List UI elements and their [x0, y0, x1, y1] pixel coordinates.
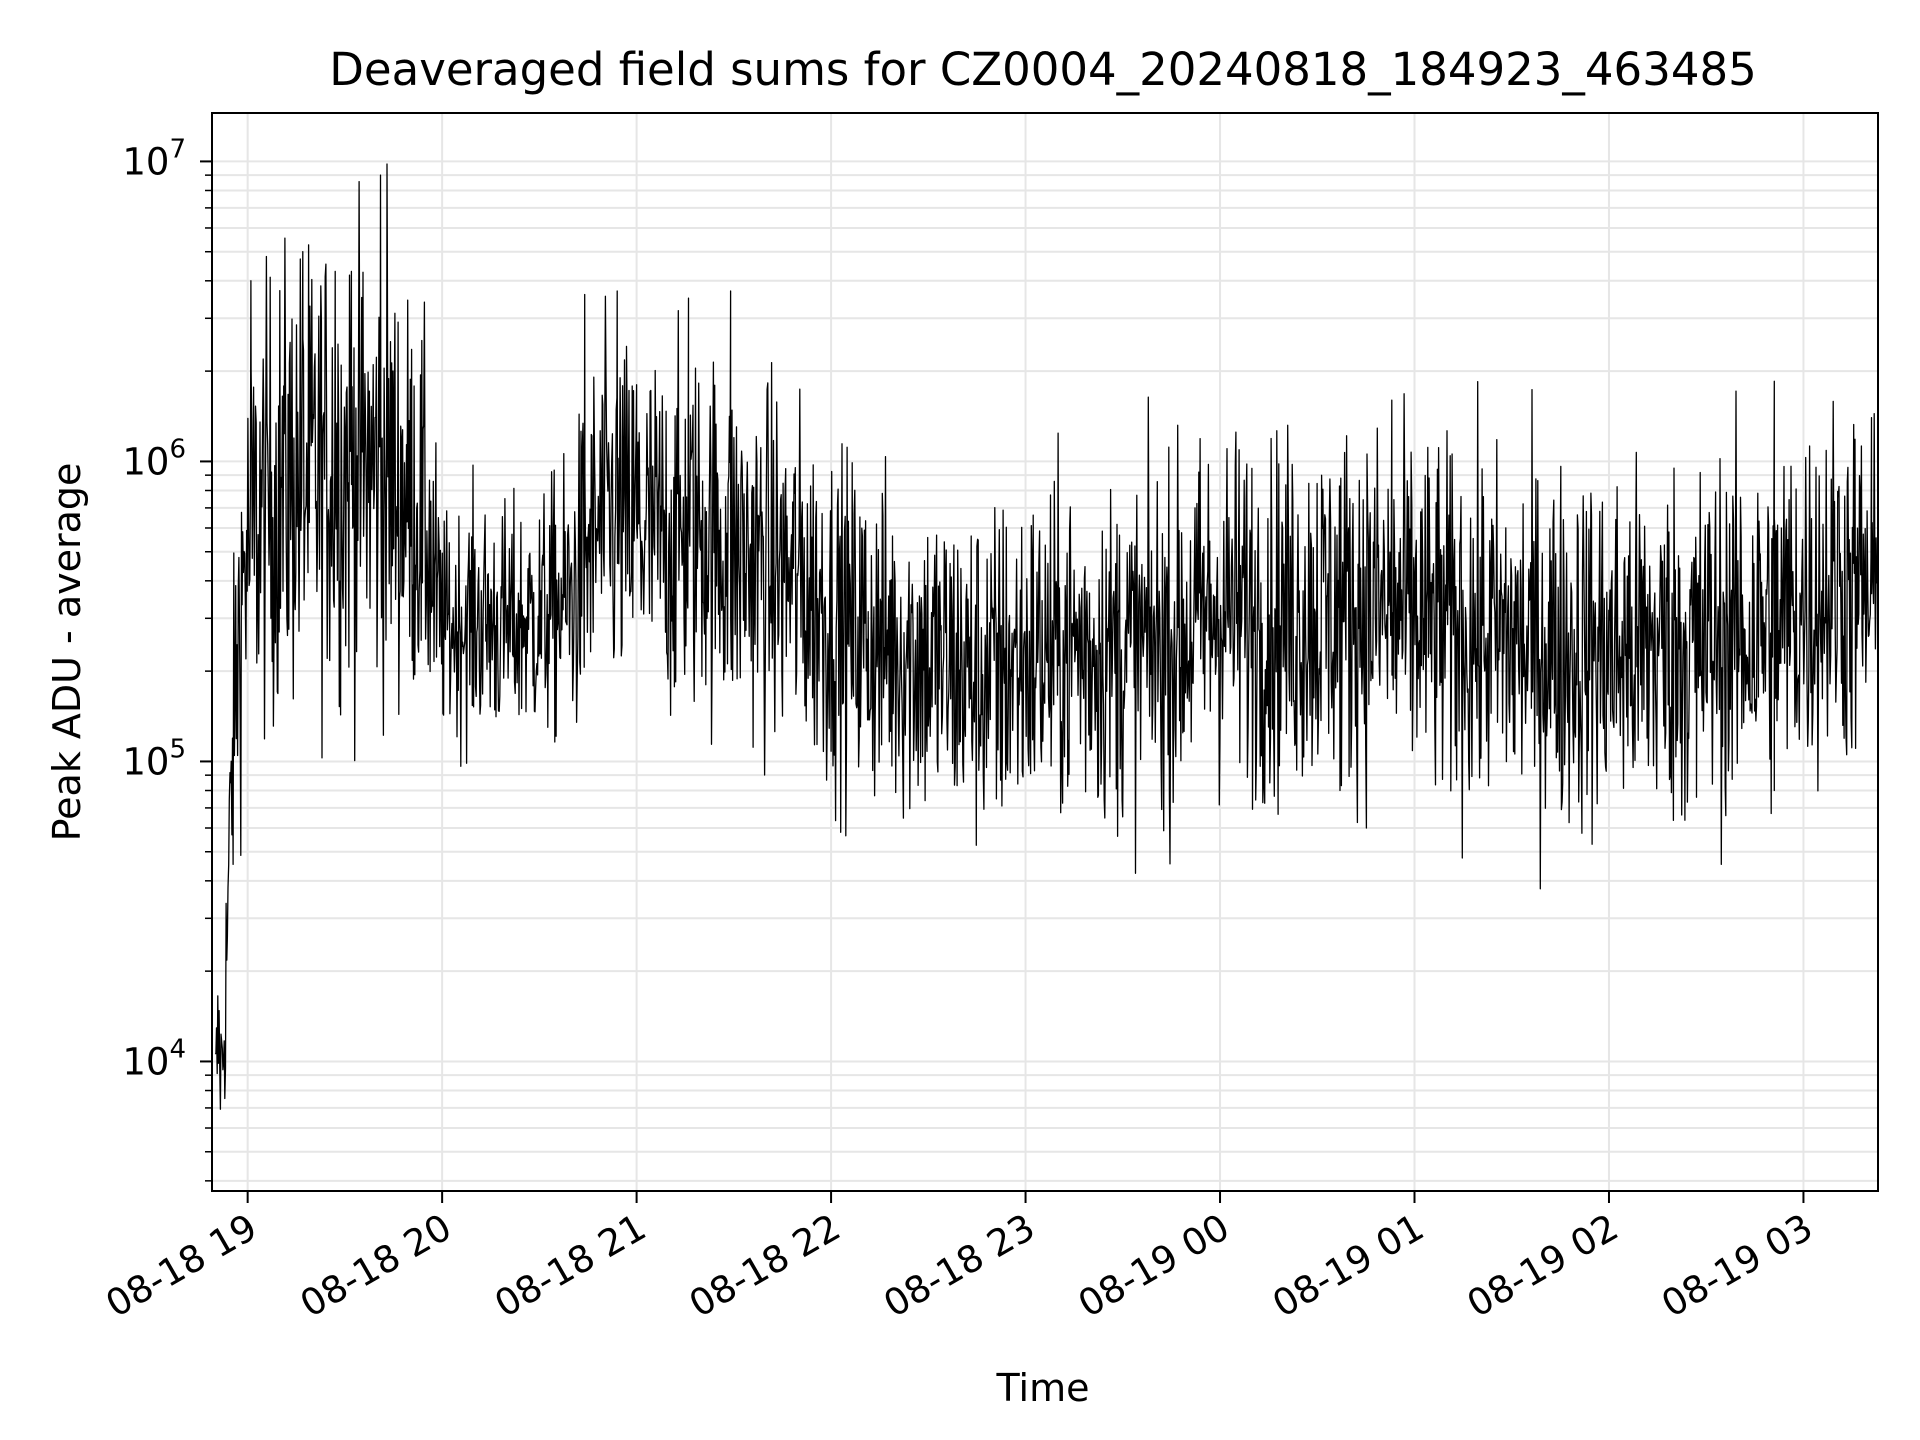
y-tick-label: 104 — [122, 1034, 186, 1083]
y-axis: 104 105 106 107 — [122, 134, 212, 1182]
y-axis-label: Peak ADU - average — [45, 463, 89, 842]
series-line — [214, 163, 1879, 1110]
x-axis-label: Time — [996, 1366, 1090, 1410]
chart-title: Deaveraged field sums for CZ0004_2024081… — [329, 43, 1756, 96]
y-tick-label: 106 — [122, 434, 186, 483]
y-tick-label: 107 — [122, 134, 186, 183]
plot-frame — [211, 112, 1879, 1192]
y-tick-label: 105 — [122, 734, 186, 783]
series-layer — [214, 163, 1879, 1110]
